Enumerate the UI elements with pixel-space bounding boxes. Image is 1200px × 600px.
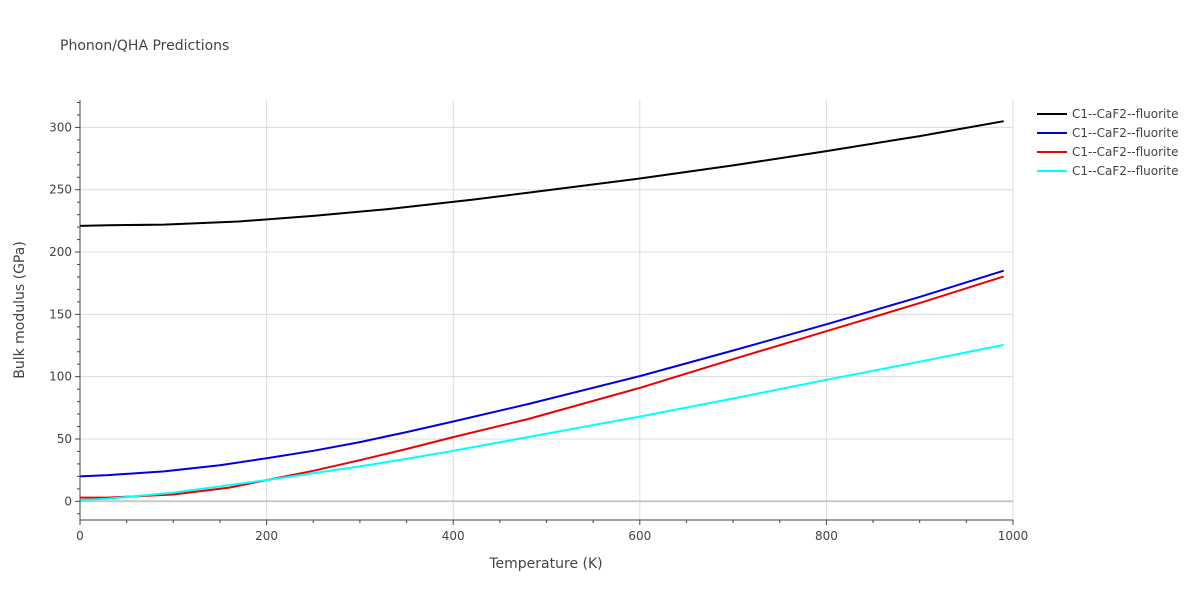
- y-tick-labels: 0 50 100 150 200 250 300: [49, 120, 72, 508]
- series-line-0: [79, 120, 1004, 227]
- y-axis-title: Bulk modulus (GPa): [12, 241, 28, 379]
- x-tick-label-1: 200: [255, 529, 278, 543]
- x-tick-label-0: 0: [76, 529, 84, 543]
- chart-title: Phonon/QHA Predictions: [60, 38, 229, 54]
- series-line-2: [80, 275, 1005, 499]
- y-tick-label-4: 200: [49, 245, 72, 259]
- series-line-3: [79, 343, 1004, 502]
- legend-label-0: C1--CaF2--fluorite: [1072, 107, 1178, 121]
- y-tick-label-3: 150: [49, 307, 72, 321]
- y-tick-label-0: 0: [64, 494, 72, 508]
- legend-label-2: C1--CaF2--fluorite: [1072, 145, 1178, 159]
- legend-label-3: C1--CaF2--fluorite: [1072, 164, 1178, 178]
- y-tick-label-6: 300: [49, 120, 72, 134]
- y-tick-label-5: 250: [49, 183, 72, 197]
- grid: [80, 100, 1014, 520]
- series-line-1: [79, 269, 1004, 478]
- series-group: [79, 120, 1005, 502]
- legend[interactable]: C1--CaF2--fluorite C1--CaF2--fluorite C1--…: [1037, 107, 1178, 178]
- axes: [75, 100, 1014, 525]
- x-tick-label-4: 800: [815, 529, 838, 543]
- legend-label-1: C1--CaF2--fluorite: [1072, 126, 1178, 140]
- y-tick-label-1: 50: [57, 432, 72, 446]
- legend-item-2[interactable]: C1--CaF2--fluorite: [1037, 145, 1178, 159]
- x-tick-label-3: 600: [628, 529, 651, 543]
- y-tick-label-2: 100: [49, 370, 72, 384]
- x-axis-title: Temperature (K): [488, 556, 602, 572]
- legend-item-0[interactable]: C1--CaF2--fluorite: [1037, 107, 1178, 121]
- x-tick-labels: 0 200 400 600 800 1000: [76, 529, 1028, 543]
- legend-item-1[interactable]: C1--CaF2--fluorite: [1037, 126, 1178, 140]
- x-tick-label-5: 1000: [998, 529, 1029, 543]
- legend-item-3[interactable]: C1--CaF2--fluorite: [1037, 164, 1178, 178]
- x-tick-label-2: 400: [442, 529, 465, 543]
